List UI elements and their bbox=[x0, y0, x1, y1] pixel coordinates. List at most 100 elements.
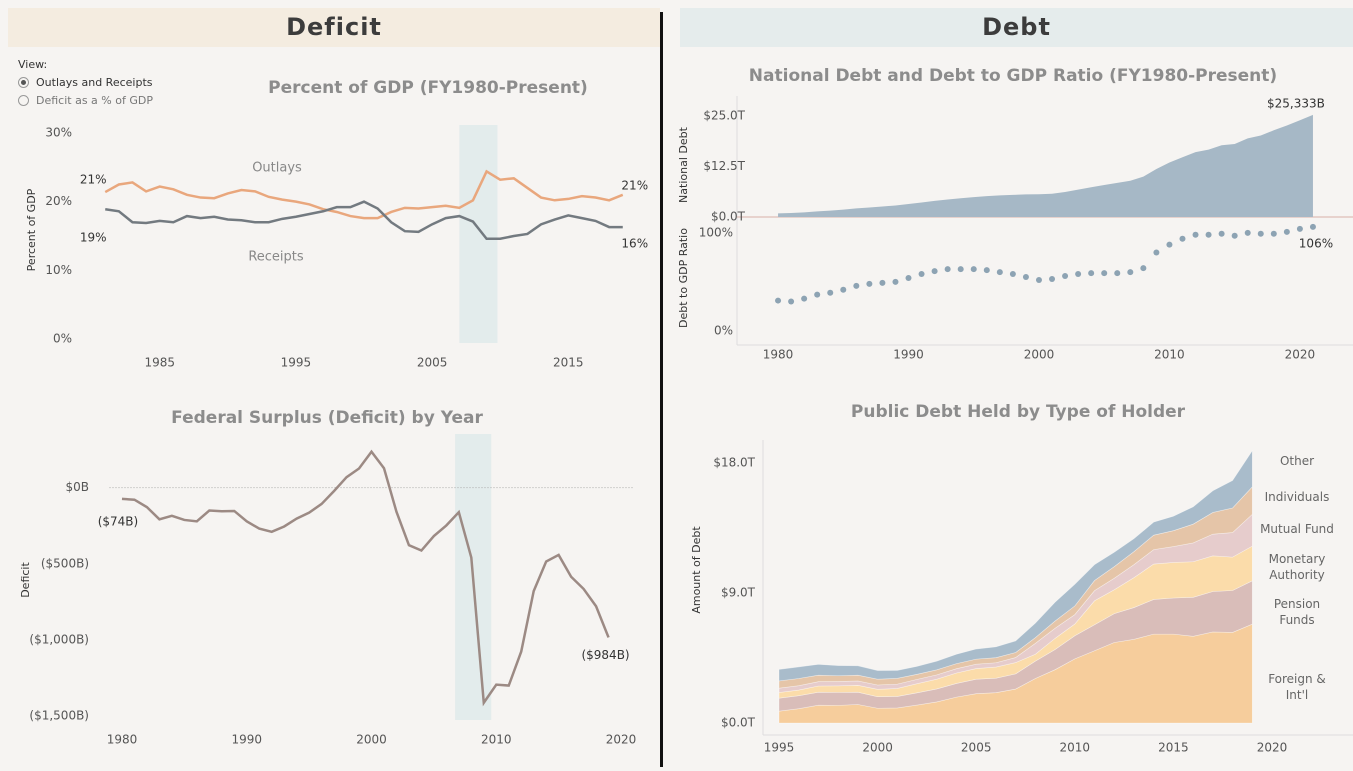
x-tick-label: 1985 bbox=[144, 356, 175, 370]
series-label: Outlays bbox=[252, 161, 302, 176]
point bbox=[1140, 265, 1147, 272]
point bbox=[1062, 273, 1069, 280]
panel-header: Debt bbox=[680, 8, 1353, 47]
view-label: View: bbox=[18, 58, 48, 71]
data-label: ($984B) bbox=[581, 648, 629, 662]
point bbox=[1179, 235, 1186, 242]
y-axis-label: Debt to GDP Ratio bbox=[677, 228, 690, 328]
y-tick-label: $0.0T bbox=[721, 716, 756, 730]
y-tick-label: 0% bbox=[53, 332, 72, 346]
point bbox=[1166, 241, 1173, 248]
y-tick-label: $18.0T bbox=[713, 455, 755, 469]
data-label: $25,333B bbox=[1267, 96, 1325, 110]
x-tick-label: 2005 bbox=[417, 356, 448, 370]
x-tick-label: 2010 bbox=[1060, 741, 1091, 755]
y-tick-label: 10% bbox=[45, 263, 72, 277]
view-options: Outlays and Receipts Deficit as a % of GD… bbox=[18, 76, 153, 107]
x-tick-label: 1995 bbox=[764, 741, 795, 755]
point bbox=[1257, 230, 1264, 237]
y-axis-label: Percent of GDP bbox=[25, 188, 38, 271]
point bbox=[1218, 230, 1225, 237]
y-tick-label: 30% bbox=[45, 126, 72, 140]
chart-title: National Debt and Debt to GDP Ratio (FY1… bbox=[749, 66, 1277, 86]
y-axis-label: National Debt bbox=[677, 126, 690, 203]
data-label: 21% bbox=[80, 173, 107, 187]
line bbox=[121, 449, 610, 707]
point bbox=[1101, 270, 1108, 277]
data-label: ($74B) bbox=[98, 514, 139, 528]
data-label: 19% bbox=[80, 231, 107, 245]
point bbox=[944, 266, 951, 273]
point bbox=[970, 266, 977, 273]
point bbox=[788, 298, 795, 305]
point bbox=[814, 291, 821, 298]
view-option[interactable]: Deficit as a % of GDP bbox=[18, 94, 153, 107]
point bbox=[775, 297, 782, 304]
chart-title: Federal Surplus (Deficit) by Year bbox=[171, 408, 483, 428]
x-tick-label: 1990 bbox=[231, 733, 262, 747]
series-label: Monetary Authority bbox=[1268, 552, 1326, 582]
radio-button[interactable] bbox=[18, 77, 29, 88]
y-tick-label: 0% bbox=[714, 324, 733, 338]
y-tick-label: $25.0T bbox=[703, 109, 745, 123]
point bbox=[1153, 249, 1160, 256]
series-label: Pension Funds bbox=[1273, 597, 1321, 627]
panel-header: Deficit bbox=[8, 8, 660, 47]
series-label: Foreign & Int'l bbox=[1268, 672, 1326, 702]
series-label: Other bbox=[1279, 454, 1315, 468]
chart-title: Percent of GDP (FY1980-Present) bbox=[268, 78, 588, 98]
y-tick-label: $0B bbox=[65, 480, 89, 494]
data-label: 16% bbox=[621, 237, 648, 251]
point bbox=[1205, 231, 1212, 238]
radio-button[interactable] bbox=[18, 95, 29, 106]
point bbox=[1127, 269, 1134, 276]
point bbox=[1035, 276, 1042, 283]
y-tick-label: $0.0T bbox=[711, 210, 746, 224]
point bbox=[1075, 271, 1082, 278]
point bbox=[1270, 230, 1277, 237]
area bbox=[778, 114, 1313, 217]
x-tick-label: 2020 bbox=[1285, 348, 1316, 362]
y-tick-label: ($500B) bbox=[41, 556, 89, 570]
point bbox=[879, 279, 886, 286]
point bbox=[918, 271, 925, 278]
x-tick-label: 2000 bbox=[1024, 348, 1055, 362]
x-tick-label: 2005 bbox=[961, 741, 992, 755]
point bbox=[957, 266, 964, 273]
view-option-label: Outlays and Receipts bbox=[36, 76, 153, 89]
point bbox=[1009, 271, 1016, 278]
y-axis-label: Amount of Debt bbox=[690, 526, 703, 614]
line bbox=[105, 200, 623, 240]
point bbox=[1296, 225, 1303, 232]
point bbox=[983, 267, 990, 274]
y-tick-label: 100% bbox=[699, 225, 733, 239]
y-tick-label: $9.0T bbox=[721, 585, 756, 599]
y-tick-label: $12.5T bbox=[703, 159, 745, 173]
view-option[interactable]: Outlays and Receipts bbox=[18, 76, 153, 89]
x-tick-label: 2015 bbox=[553, 356, 584, 370]
x-tick-label: 2010 bbox=[481, 733, 512, 747]
point bbox=[931, 268, 938, 275]
point bbox=[1231, 232, 1238, 239]
x-tick-label: 1990 bbox=[893, 348, 924, 362]
point bbox=[996, 269, 1003, 276]
y-tick-label: ($1,000B) bbox=[29, 632, 89, 646]
x-tick-label: 1980 bbox=[763, 348, 794, 362]
x-tick-label: 2000 bbox=[862, 741, 893, 755]
point bbox=[1114, 270, 1121, 277]
divider bbox=[660, 12, 663, 767]
point bbox=[840, 286, 847, 293]
point bbox=[1283, 228, 1290, 235]
point bbox=[905, 274, 912, 281]
point bbox=[1244, 229, 1251, 236]
x-tick-label: 1980 bbox=[107, 733, 138, 747]
point bbox=[1192, 231, 1199, 238]
x-tick-label: 2010 bbox=[1154, 348, 1185, 362]
x-tick-label: 2020 bbox=[606, 733, 637, 747]
point bbox=[1049, 275, 1056, 282]
series-label: Individuals bbox=[1264, 490, 1330, 504]
line bbox=[104, 169, 624, 220]
x-tick-label: 2000 bbox=[356, 733, 387, 747]
